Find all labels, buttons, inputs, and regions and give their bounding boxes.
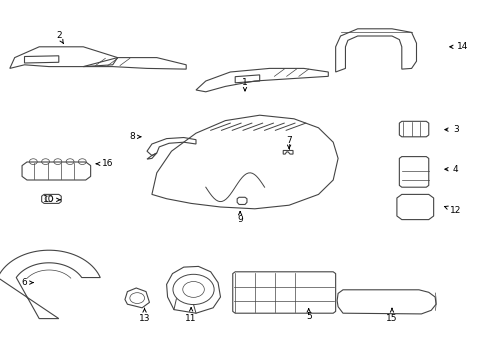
Text: 4: 4	[445, 165, 459, 174]
Text: 12: 12	[444, 206, 462, 215]
Text: 14: 14	[450, 42, 469, 51]
Text: 15: 15	[386, 309, 398, 323]
Text: 13: 13	[139, 309, 150, 323]
Text: 9: 9	[237, 212, 243, 224]
Text: 3: 3	[445, 125, 459, 134]
Text: 5: 5	[306, 309, 312, 321]
Text: 8: 8	[129, 132, 141, 141]
Text: 10: 10	[43, 195, 60, 204]
Text: 7: 7	[286, 136, 292, 148]
Text: 6: 6	[22, 278, 33, 287]
Text: 16: 16	[97, 159, 114, 168]
Text: 1: 1	[242, 78, 248, 91]
Text: 2: 2	[56, 31, 63, 44]
Text: 11: 11	[185, 308, 197, 323]
